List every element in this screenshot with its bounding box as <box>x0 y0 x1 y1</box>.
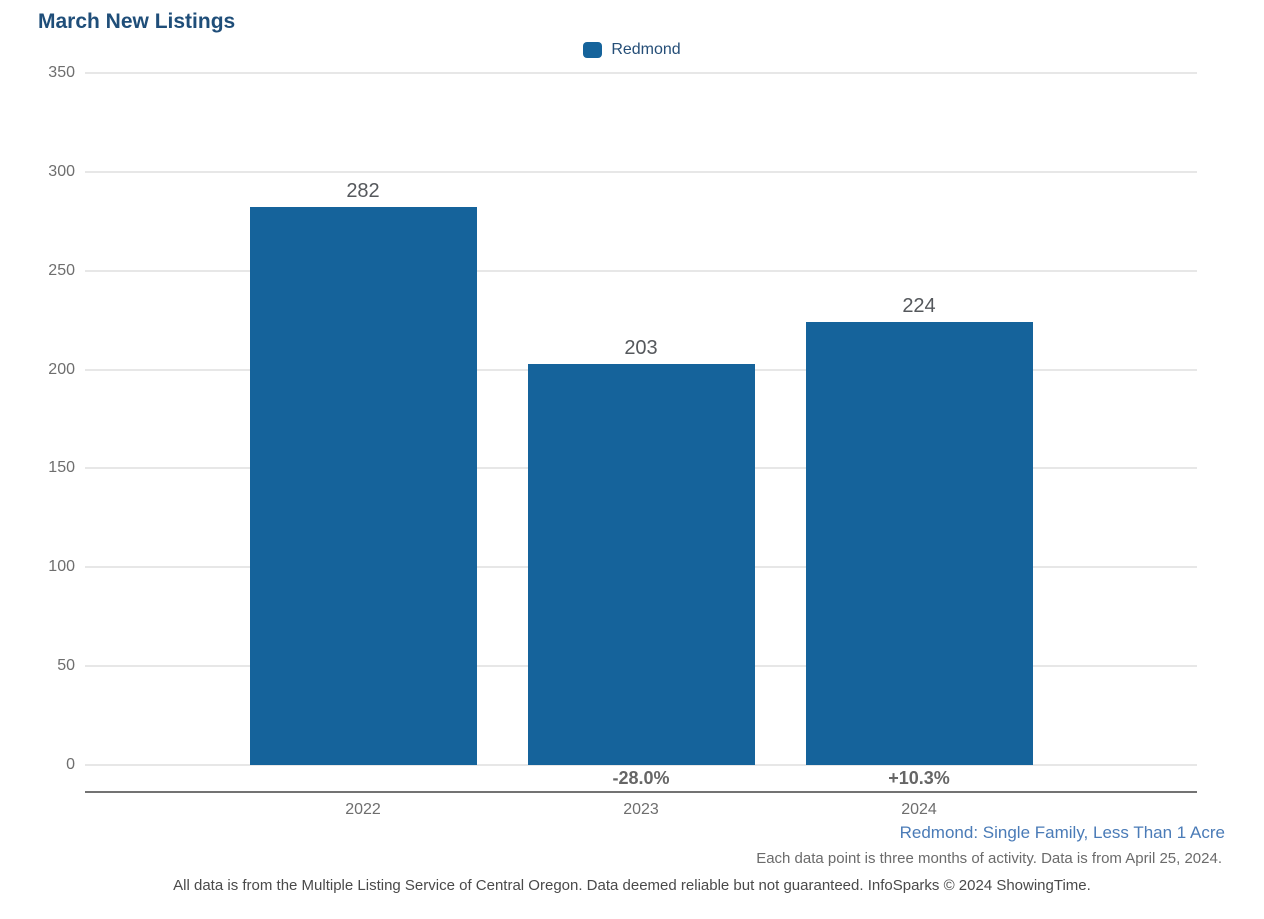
x-axis-tick-label: 2024 <box>901 801 937 818</box>
bar-value-label: 282 <box>346 180 380 203</box>
pct-change-label: -28.0% <box>612 768 670 788</box>
page-title: March New Listings <box>38 10 236 33</box>
bar-2023 <box>528 363 755 765</box>
legend-item-redmond[interactable]: Redmond <box>583 41 681 59</box>
legend-label: Redmond <box>611 41 681 58</box>
y-axis-tick-label: 350 <box>48 64 75 81</box>
y-axis-tick-label: 150 <box>48 459 75 477</box>
x-axis-tick-label: 2022 <box>345 801 381 818</box>
caption-segment: Redmond: Single Family, Less Than 1 Acre <box>899 823 1225 842</box>
plot-area: 282 203 224 <box>85 72 1197 766</box>
gridline <box>85 170 1197 173</box>
y-axis-tick-label: 100 <box>48 558 75 576</box>
bar-2024 <box>806 322 1033 765</box>
y-axis-tick-label: 200 <box>48 360 75 378</box>
bar-value-label: 224 <box>902 295 936 318</box>
pct-change-row: -28.0% +10.3% <box>85 768 1197 792</box>
bar-value-label: 203 <box>624 336 658 359</box>
caption-footer: All data is from the Multiple Listing Se… <box>173 877 1091 894</box>
gridline <box>85 72 1197 74</box>
legend-swatch-icon <box>583 42 603 58</box>
x-axis-labels: 2022 2023 2024 <box>85 801 1197 825</box>
caption-data-note: Each data point is three months of activ… <box>756 850 1222 867</box>
y-axis-tick-label: 50 <box>57 657 75 675</box>
x-axis-tick-label: 2023 <box>623 801 659 818</box>
pct-change-label: +10.3% <box>888 768 950 788</box>
y-axis-labels: 0 50 100 150 200 250 300 350 <box>0 64 75 773</box>
y-axis-tick-label: 250 <box>48 261 75 279</box>
x-axis-line <box>85 791 1197 793</box>
bar-2022 <box>250 207 477 765</box>
gridline <box>85 764 1197 766</box>
gridline <box>85 269 1197 272</box>
y-axis-tick-label: 300 <box>48 162 75 180</box>
legend: Redmond <box>0 41 1264 59</box>
y-axis-tick-label: 0 <box>66 756 75 773</box>
